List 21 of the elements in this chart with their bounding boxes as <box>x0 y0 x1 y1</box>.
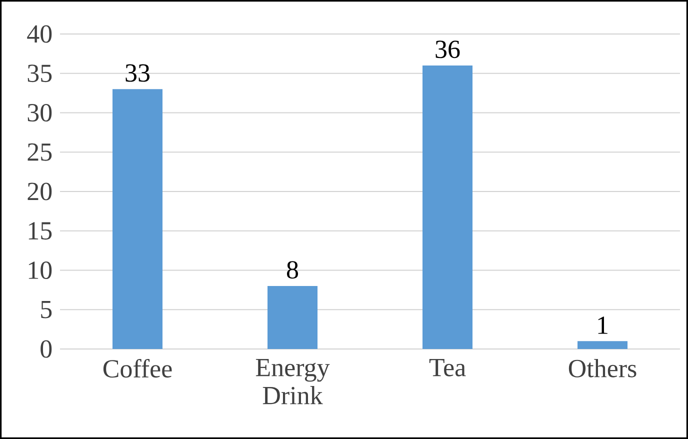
x-tick-label: Tea <box>429 359 466 376</box>
y-tick-label: 20 <box>28 182 52 200</box>
bar <box>112 89 163 349</box>
x-tick-label: Energy Drink <box>256 359 330 404</box>
data-label: 36 <box>436 40 460 58</box>
bar <box>268 286 318 349</box>
bar <box>578 341 628 349</box>
x-tick-label: Coffee <box>103 359 172 378</box>
data-label: 1 <box>598 316 608 334</box>
data-label: 33 <box>126 64 150 82</box>
y-tick-label: 30 <box>28 104 52 122</box>
y-tick-label: 25 <box>28 143 52 161</box>
y-tick-label: 5 <box>41 300 52 318</box>
y-tick-label: 15 <box>28 222 52 240</box>
y-tick-label: 10 <box>28 261 52 280</box>
y-tick-label: 40 <box>27 25 52 43</box>
data-label: 8 <box>286 261 298 279</box>
y-tick-label: 0 <box>40 340 52 358</box>
x-tick-label: Others <box>568 359 636 378</box>
bar <box>422 65 473 349</box>
y-tick-label: 35 <box>28 64 52 82</box>
